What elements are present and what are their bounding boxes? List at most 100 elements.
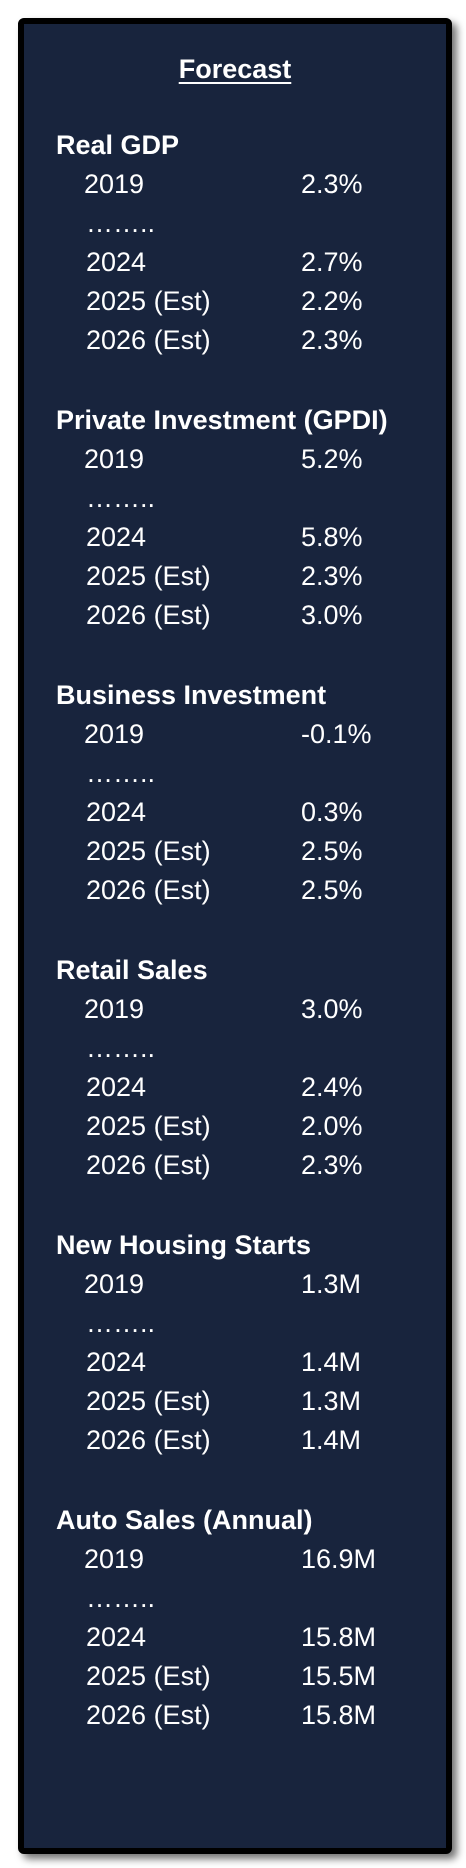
row-value: 2.3% [301,561,363,591]
table-row: 2019 -0.1% [56,715,436,754]
row-value: 5.8% [301,522,363,552]
row-value: 3.0% [301,600,363,630]
row-label: 2026 (Est) [86,1150,211,1180]
row-label: …….. [86,758,156,788]
row-label: 2026 (Est) [86,1425,211,1455]
section-title: Auto Sales (Annual) [56,1505,313,1535]
row-label: 2025 (Est) [86,561,211,591]
row-label: 2019 [84,994,145,1024]
row-value: 1.4M [301,1425,362,1455]
section-title: Business Investment [56,680,327,710]
row-value: 15.8M [301,1700,377,1730]
section-title: Retail Sales [56,955,208,985]
row-value: 2.4% [301,1072,363,1102]
row-value: 0.3% [301,797,363,827]
row-label: 2026 (Est) [86,325,211,355]
table-row: 2026 (Est) 2.5% [56,871,436,910]
table-row: 2019 5.2% [56,440,436,479]
section-private-investment: Private Investment (GPDI) 2019 5.2% …….. … [56,401,436,676]
row-label: 2025 (Est) [86,1111,211,1141]
row-label: 2019 [84,1544,145,1574]
section-business-investment: Business Investment 2019 -0.1% …….. 2024 0… [56,676,436,951]
row-label: 2019 [84,719,145,749]
table-row: 2025 (Est) 2.3% [56,557,436,596]
table-row: 2024 15.8M [56,1618,436,1657]
table-row: 2019 2.3% [56,165,436,204]
row-label: 2024 [86,1072,147,1102]
row-label: 2019 [84,1269,145,1299]
row-value [301,1304,436,1343]
table-row: 2025 (Est) 1.3M [56,1382,436,1421]
table-row: …….. [56,479,436,518]
section-title: Real GDP [56,130,180,160]
row-value: 15.8M [301,1622,377,1652]
table-row: 2024 2.7% [56,243,436,282]
row-value: 2.0% [301,1111,363,1141]
table-row: 2025 (Est) 2.2% [56,282,436,321]
row-label: 2026 (Est) [86,600,211,630]
row-label: 2025 (Est) [86,286,211,316]
row-label: 2025 (Est) [86,1661,211,1691]
row-label: 2024 [86,1622,147,1652]
forecast-sections: Real GDP 2019 2.3% …….. 2024 2.7% 2025 (Es… [56,126,436,1776]
section-retail-sales: Retail Sales 2019 3.0% …….. 2024 2.4% 2025… [56,951,436,1226]
table-row: 2026 (Est) 2.3% [56,321,436,360]
table-row: 2024 5.8% [56,518,436,557]
row-value [301,1029,436,1068]
row-label: …….. [86,483,156,513]
section-title: New Housing Starts [56,1230,312,1260]
row-label: …….. [86,1308,156,1338]
table-row: 2024 1.4M [56,1343,436,1382]
row-label: 2024 [86,247,147,277]
section-auto-sales: Auto Sales (Annual) 2019 16.9M …….. 2024 1… [56,1501,436,1776]
row-value: 2.3% [301,1150,363,1180]
table-row: 2024 2.4% [56,1068,436,1107]
row-value: 2.5% [301,836,363,866]
row-label: 2026 (Est) [86,875,211,905]
section-real-gdp: Real GDP 2019 2.3% …….. 2024 2.7% 2025 (Es… [56,126,436,401]
row-label: 2024 [86,522,147,552]
section-title: Private Investment (GPDI) [56,405,388,435]
row-value: -0.1% [301,719,372,749]
table-row: …….. [56,204,436,243]
table-row: 2026 (Est) 3.0% [56,596,436,635]
table-row: …….. [56,754,436,793]
table-row: 2025 (Est) 2.0% [56,1107,436,1146]
row-label: 2019 [84,169,145,199]
table-row: 2025 (Est) 15.5M [56,1657,436,1696]
table-row: 2026 (Est) 15.8M [56,1696,436,1735]
panel-title: Forecast [178,54,292,84]
row-label: 2025 (Est) [86,836,211,866]
row-value: 1.3M [301,1269,362,1299]
row-label: …….. [86,208,156,238]
row-label: 2019 [84,444,145,474]
row-value [301,204,436,243]
row-value: 2.7% [301,247,363,277]
row-value [301,754,436,793]
row-value: 15.5M [301,1661,377,1691]
row-label: …….. [86,1583,156,1613]
row-value [301,1579,436,1618]
row-value [301,479,436,518]
row-value: 5.2% [301,444,363,474]
row-label: 2026 (Est) [86,1700,211,1730]
section-new-housing-starts: New Housing Starts 2019 1.3M …….. 2024 1.4… [56,1226,436,1501]
table-row: 2019 16.9M [56,1540,436,1579]
row-value: 1.4M [301,1347,362,1377]
table-row: 2026 (Est) 2.3% [56,1146,436,1185]
row-value: 2.5% [301,875,363,905]
table-row: 2019 1.3M [56,1265,436,1304]
table-row: …….. [56,1304,436,1343]
table-row: …….. [56,1029,436,1068]
table-row: 2025 (Est) 2.5% [56,832,436,871]
row-label: 2025 (Est) [86,1386,211,1416]
row-value: 16.9M [301,1544,377,1574]
row-value: 3.0% [301,994,363,1024]
table-row: 2019 3.0% [56,990,436,1029]
table-row: 2024 0.3% [56,793,436,832]
row-label: …….. [86,1033,156,1063]
row-value: 2.3% [301,325,363,355]
forecast-panel: Forecast Real GDP 2019 2.3% …….. 2024 2.7%… [18,18,452,1854]
table-row: 2026 (Est) 1.4M [56,1421,436,1460]
row-value: 1.3M [301,1386,362,1416]
